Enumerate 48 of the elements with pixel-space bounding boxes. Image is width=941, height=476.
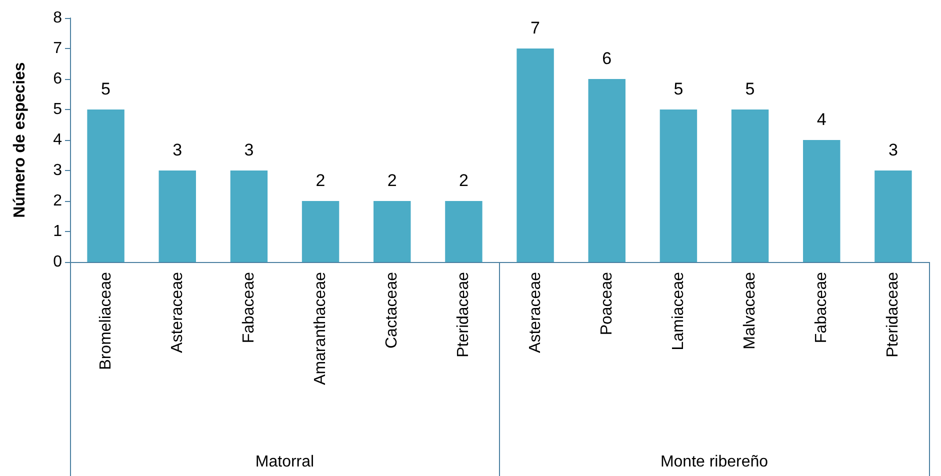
text: Monte ribereño <box>660 454 768 470</box>
bar <box>374 201 411 262</box>
data-label: 5 <box>674 80 684 98</box>
bar <box>445 201 482 262</box>
bar <box>874 170 912 262</box>
data-label: 3 <box>888 140 898 160</box>
y-tick-label: 3 <box>53 162 62 179</box>
data-label: 3 <box>172 140 182 160</box>
bar <box>302 201 340 262</box>
y-tick-label: 0 <box>53 254 62 270</box>
data-label: 2 <box>387 171 397 190</box>
bar <box>803 140 840 262</box>
y-tick-label: 1 <box>53 223 62 240</box>
bar <box>588 79 626 262</box>
y-tick-label: 2 <box>53 192 62 210</box>
x-tick-label: Poaceae <box>598 272 616 336</box>
x-tick-label: Cactaceae <box>384 272 401 348</box>
y-tick-label: 5 <box>53 101 62 118</box>
x-tick-label: Asteraceae <box>168 272 186 353</box>
text: Matorral <box>255 454 314 470</box>
x-tick-label: Asteraceae <box>526 272 544 353</box>
x-tick-label: Malvaceae <box>742 272 759 350</box>
x-tick-label: Pteridaceae <box>884 272 902 358</box>
bar <box>87 110 124 262</box>
x-tick-label: Fabaceae <box>813 272 830 344</box>
y-tick-label: 8 <box>53 10 62 26</box>
x-tick-label: Fabaceae <box>240 272 258 344</box>
data-label: 3 <box>244 140 254 160</box>
bar <box>158 170 196 262</box>
x-tick-label: Amaranthaceae <box>312 272 330 385</box>
y-tick-label: 4 <box>53 132 62 148</box>
data-label: 6 <box>602 49 612 68</box>
bar <box>516 48 554 262</box>
x-tick-label: Bromeliaceae <box>97 272 114 370</box>
y-tick-label: 6 <box>53 70 62 88</box>
x-tick-label: Lamiaceae <box>670 272 687 350</box>
y-axis-title: Número de especies <box>12 62 28 218</box>
data-label: 5 <box>101 80 111 98</box>
data-label: 5 <box>745 80 755 98</box>
y-tick-label: 7 <box>53 40 62 57</box>
data-label: 2 <box>316 171 326 190</box>
x-tick-label: Pteridaceae <box>455 272 472 358</box>
bar <box>230 170 268 262</box>
data-label: 2 <box>458 171 468 190</box>
bar <box>731 110 769 262</box>
data-label: 4 <box>816 110 826 129</box>
bar <box>660 110 698 262</box>
data-label: 7 <box>530 18 540 38</box>
